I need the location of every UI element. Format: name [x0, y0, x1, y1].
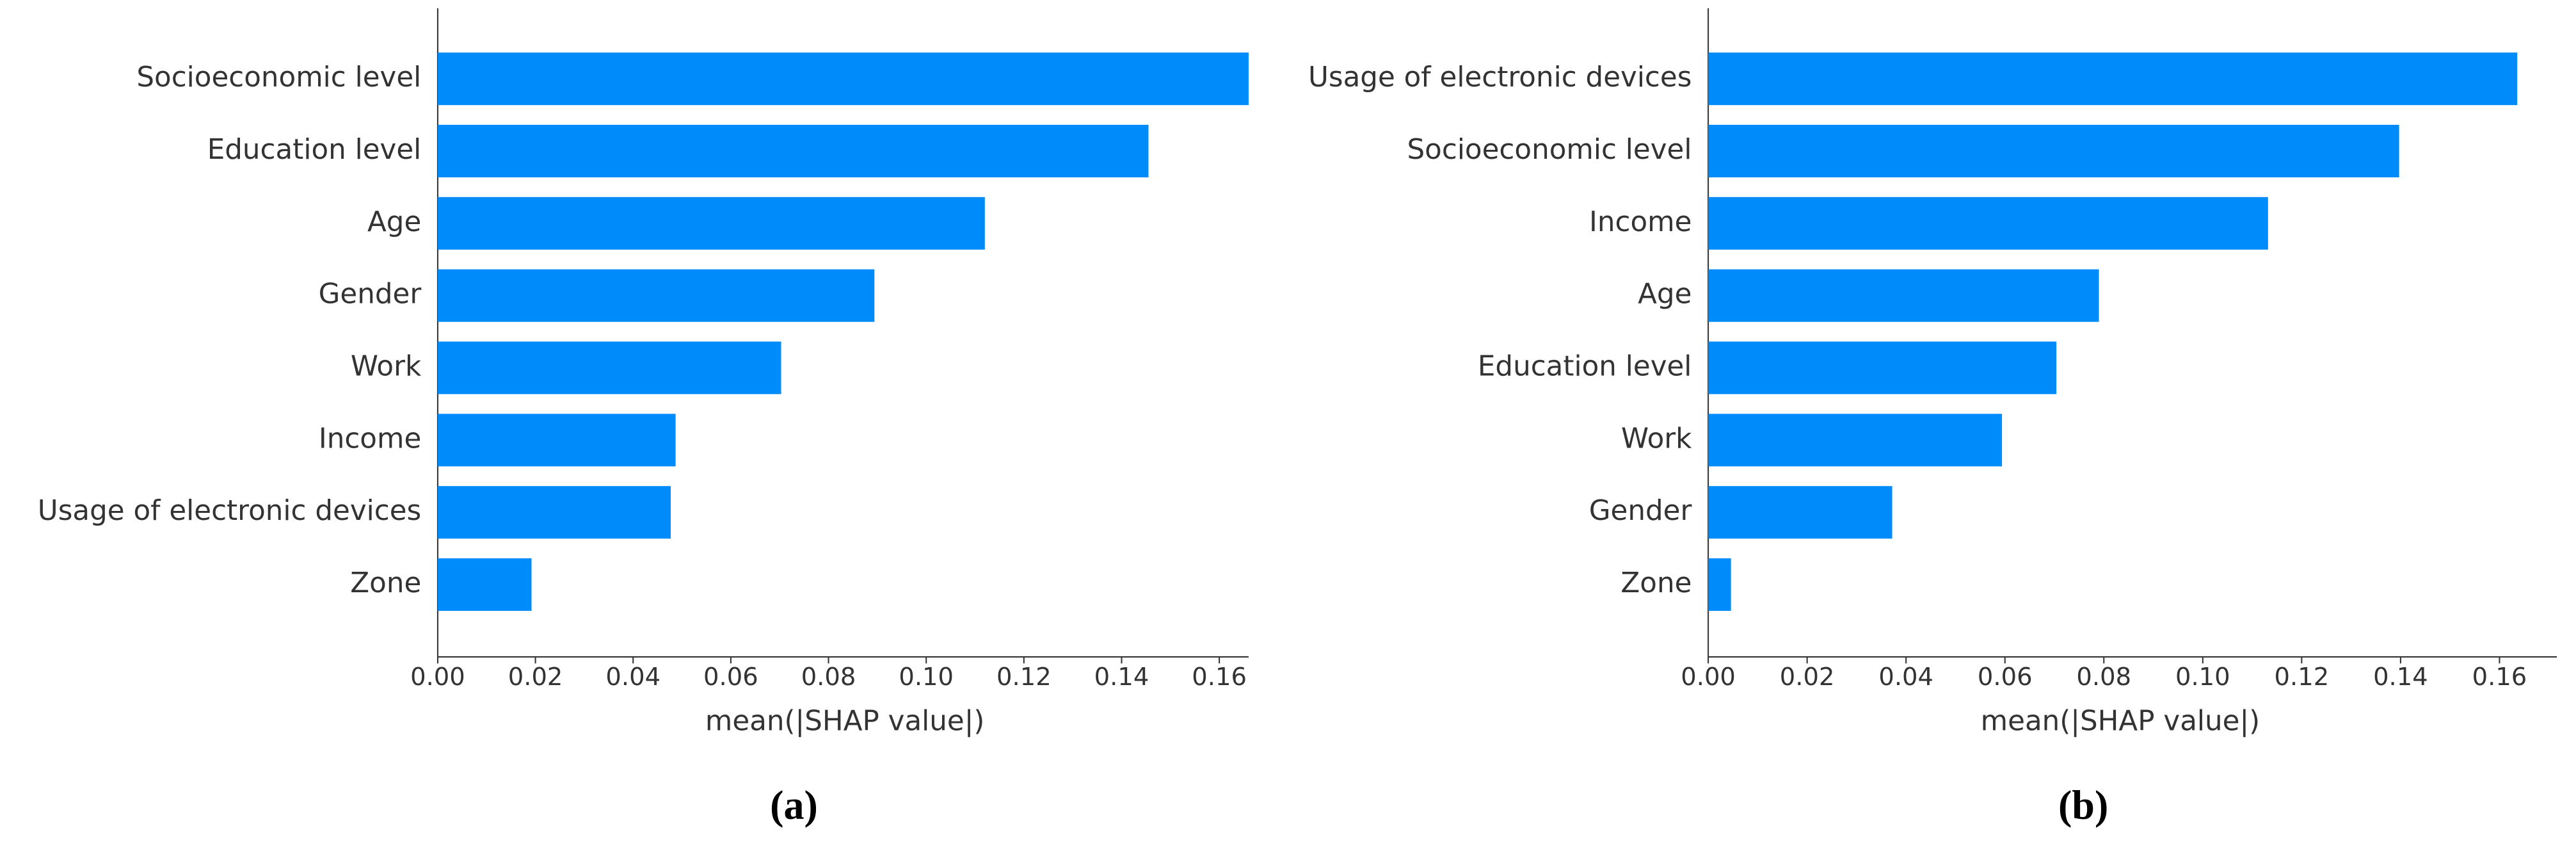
category-label: Usage of electronic devices [1308, 61, 1692, 93]
x-tick-label: 0.10 [899, 663, 954, 691]
bar [437, 124, 1149, 177]
bar [1708, 486, 1892, 539]
bar [437, 414, 676, 467]
x-tick-label: 0.12 [2275, 663, 2330, 691]
bar [1708, 558, 1731, 611]
bar [1708, 414, 2003, 467]
x-tick-label: 0.16 [1192, 663, 1247, 691]
x-tick-label: 0.14 [2373, 663, 2428, 691]
category-label: Income [1589, 206, 1692, 238]
bar [1708, 269, 2099, 322]
x-tick-label: 0.14 [1094, 663, 1149, 691]
x-tick-label: 0.08 [2076, 663, 2131, 691]
x-tick-label: 0.00 [410, 663, 465, 691]
category-label: Work [351, 351, 422, 383]
bar [437, 269, 875, 322]
bar [437, 53, 1249, 106]
bar [437, 341, 781, 394]
x-tick-label: 0.02 [508, 663, 563, 691]
bar [437, 558, 532, 611]
x-tick-label: 0.04 [1878, 663, 1933, 691]
category-label: Income [319, 423, 421, 455]
category-label: Socioeconomic level [1407, 134, 1692, 166]
category-label: Usage of electronic devices [38, 495, 421, 527]
x-tick-label: 0.10 [2175, 663, 2230, 691]
x-tick-label: 0.08 [801, 663, 856, 691]
x-tick-label: 0.04 [605, 663, 660, 691]
bar [1708, 341, 2057, 394]
category-label: Age [367, 206, 421, 238]
caption: (a) [770, 782, 818, 828]
x-tick-label: 0.06 [1978, 663, 2033, 691]
x-tick-label: 0.06 [703, 663, 758, 691]
category-label: Zone [1620, 567, 1692, 599]
x-tick-label: 0.12 [996, 663, 1052, 691]
x-axis-label: mean(|SHAP value|) [1981, 706, 2260, 738]
bar [437, 197, 985, 250]
x-tick-label: 0.00 [1681, 663, 1736, 691]
category-label: Education level [1478, 351, 1692, 383]
category-label: Gender [1589, 495, 1692, 527]
x-tick-label: 0.02 [1780, 663, 1835, 691]
category-label: Age [1638, 279, 1692, 311]
category-label: Zone [350, 567, 421, 599]
category-label: Education level [207, 134, 422, 166]
x-tick-label: 0.16 [2472, 663, 2527, 691]
category-label: Work [1621, 423, 1692, 455]
bar [1708, 197, 2268, 250]
category-label: Gender [319, 279, 422, 311]
bar [1708, 124, 2399, 177]
bar [437, 486, 671, 539]
category-label: Socioeconomic level [136, 61, 421, 93]
x-axis-label: mean(|SHAP value|) [705, 706, 985, 738]
caption: (b) [2058, 782, 2108, 828]
bar [1708, 53, 2518, 106]
